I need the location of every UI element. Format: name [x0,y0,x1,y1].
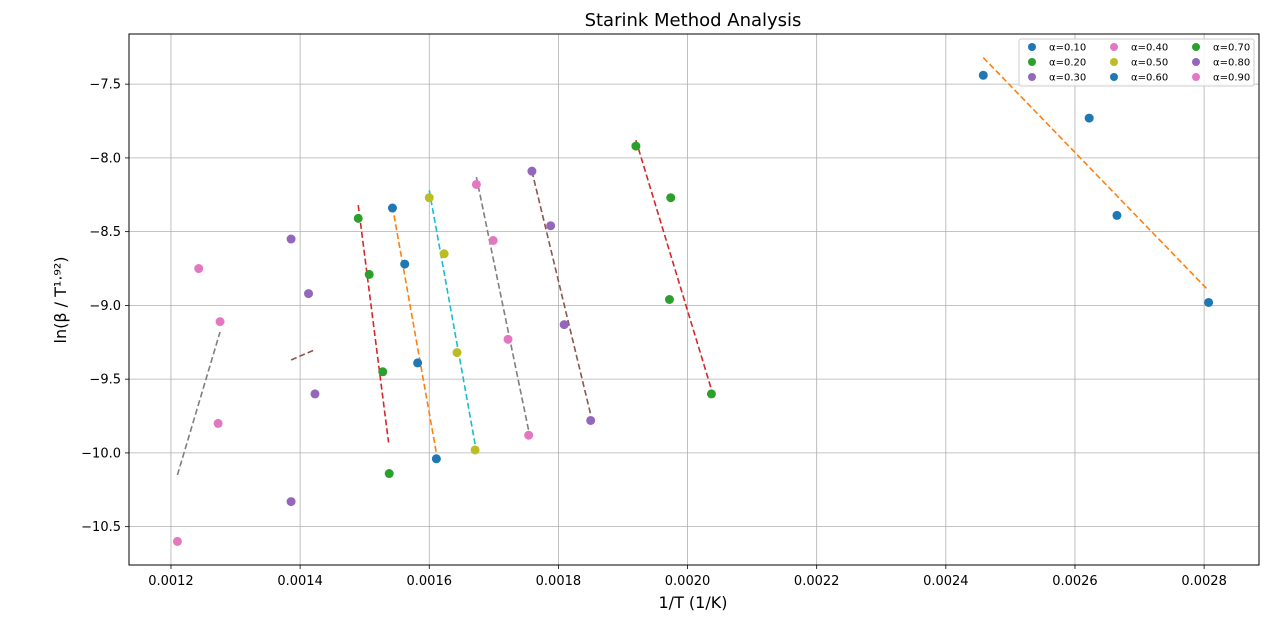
data-point [215,317,225,327]
data-point [546,221,556,231]
data-point [172,536,182,546]
data-point [1204,297,1214,307]
fit-line [982,57,1210,292]
data-point [310,389,320,399]
legend-marker [1192,58,1200,66]
legend-label: α=0.90 [1213,73,1250,84]
data-point [439,249,449,259]
chart-title: Starink Method Analysis [585,10,802,31]
data-point [384,469,394,479]
data-point [378,367,388,377]
data-point [503,334,513,344]
data-point [471,179,481,189]
data-point [559,320,569,330]
data-point [524,430,534,440]
fit-line [635,139,713,390]
fit-line [176,331,221,476]
data-point [424,193,434,203]
x-tick-label: 0.0014 [277,574,323,589]
legend-label: α=0.70 [1213,43,1250,54]
legend-label: α=0.40 [1131,43,1168,54]
fit-line [428,190,476,445]
y-tick-label: −8.0 [89,151,121,166]
legend-label: α=0.20 [1049,58,1086,69]
plot-frame [128,33,1260,566]
fit-line [475,176,530,431]
legend-label: α=0.80 [1213,58,1250,69]
data-point [213,418,223,428]
data-point [364,269,374,279]
legend-marker [1192,43,1200,51]
data-point [431,454,441,464]
data-points [172,70,1214,546]
data-point [413,358,423,368]
legend-marker [1192,73,1200,81]
x-tick-label: 0.0024 [923,574,969,589]
data-point [527,166,537,176]
fit-line [290,348,316,361]
legend-label: α=0.30 [1049,73,1086,84]
x-tick-label: 0.0016 [407,574,453,589]
fit-line [531,170,592,415]
data-point [387,203,397,213]
fit-line [391,206,438,454]
data-point [353,213,363,223]
x-axis-label: 1/T (1/K) [659,593,728,612]
y-tick-label: −8.5 [89,225,121,240]
x-tick-label: 0.0028 [1181,574,1227,589]
data-point [1112,210,1122,220]
data-point [470,445,480,455]
data-point [586,415,596,425]
data-point [452,348,462,358]
data-point [304,289,314,299]
x-tick-label: 0.0022 [794,574,840,589]
legend-marker [1110,58,1118,66]
y-tick-label: −9.5 [89,373,121,388]
grid-lines [129,34,1259,565]
x-tick-label: 0.0012 [148,574,194,589]
data-point [286,497,296,507]
data-point [488,236,498,245]
data-point [194,264,204,274]
data-point [400,259,410,269]
legend: α=0.10 α=0.20 α=0.30 α=0.40 α=0.50 α=0.60 α=0.… [1018,38,1255,87]
y-tick-label: −10.0 [81,446,121,461]
fit-line [357,204,390,443]
x-tick-label: 0.0018 [536,574,582,589]
legend-label: α=0.10 [1049,43,1086,54]
data-point [666,193,676,203]
y-axis-label: ln(β / T¹·⁹²) [51,257,70,344]
data-point [706,389,716,399]
legend-marker [1028,73,1036,81]
legend-label: α=0.50 [1131,58,1168,69]
y-tick-label: −9.0 [89,299,121,314]
fit-lines [176,57,1210,476]
axis-ticks: 0.0012 0.0014 0.0016 0.0018 0.0020 0.0022 0.00… [81,78,1227,589]
legend-label: α=0.60 [1131,73,1168,84]
data-point [978,70,988,80]
data-point [1084,113,1094,123]
x-tick-label: 0.0026 [1052,574,1098,589]
data-point [631,141,641,151]
legend-marker [1028,58,1036,66]
y-tick-label: −10.5 [81,520,121,535]
y-tick-label: −7.5 [89,78,121,93]
data-point [664,295,674,304]
x-tick-label: 0.0020 [665,574,711,589]
legend-marker [1028,43,1036,51]
legend-marker [1110,73,1118,81]
legend-marker [1110,43,1118,51]
data-point [286,234,296,244]
